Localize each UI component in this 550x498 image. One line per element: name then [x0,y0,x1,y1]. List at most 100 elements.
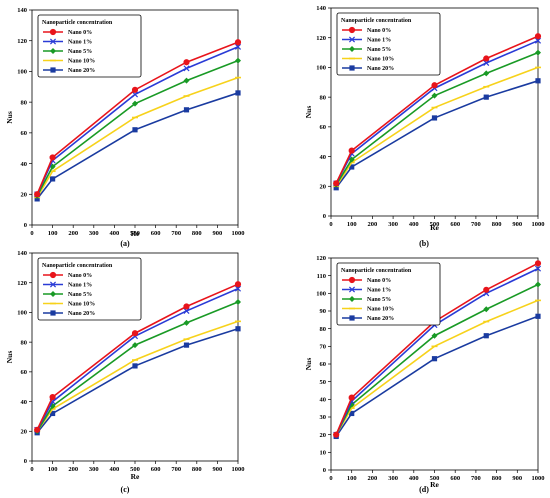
series-nano0 [34,39,242,198]
data-point [348,394,355,401]
y-axis-label: Nus [304,106,313,119]
x-tick-label: 900 [213,466,223,473]
legend-entry: Nano 0% [68,273,92,279]
series-nano20 [34,326,241,436]
legend-marker [349,296,355,302]
legend: Nanoparticle concentration Nano 0% Nano 1%… [37,257,142,321]
data-point [431,356,438,362]
data-point [349,164,355,170]
data-point [49,154,56,161]
data-point [235,299,241,306]
x-tick-label: 0 [329,221,332,228]
x-tick-label: 200 [368,221,378,228]
legend-entry: Nano 10% [68,302,95,308]
x-tick-label: 400 [409,475,419,482]
legend-marker [49,38,57,45]
data-point [131,330,139,337]
data-point [183,59,190,66]
x-tick-label: 200 [368,475,378,482]
legend-marker [349,65,355,71]
y-tick-label: 120 [316,35,326,42]
data-point [50,410,56,417]
legend-entry: Nano 5% [68,49,92,55]
legend-marker [50,291,56,297]
x-tick-label: 100 [48,230,58,237]
x-tick-label: 300 [89,230,99,237]
data-point [34,426,41,433]
data-point [483,286,490,293]
chart-panel-3: 0 100 200 300 400 500 600 700 800 900 1000 0 20 40 60 8… [5,250,245,494]
x-tick-label: 800 [192,466,202,473]
legend-entry: Nano 5% [367,47,391,53]
legend-entry: Nano 10% [68,59,95,65]
x-tick-label: 500 [130,230,140,237]
series-line [36,76,239,198]
data-point [333,180,340,187]
y-tick-label: 70 [320,344,327,351]
legend-entry: Nano 20% [367,316,394,322]
legend-title: Nanoparticle concentration [42,263,113,269]
legend-title: Nanoparticle concentration [341,268,412,274]
y-tick-label: 80 [320,326,327,333]
x-tick-label: 100 [48,466,58,473]
legend-entry: Nano 0% [367,28,391,34]
y-tick-label: 60 [21,369,28,376]
x-axis-label: Re [430,480,439,489]
data-point [183,303,190,310]
x-tick-label: 800 [492,475,502,482]
y-tick-label: 0 [323,213,326,220]
data-point [483,94,489,100]
data-point [183,307,190,314]
data-point [483,55,490,62]
legend-entry: Nano 0% [367,278,391,284]
y-tick-label: 10 [320,450,327,457]
x-tick-label: 400 [409,221,419,228]
legend-entry: Nano 5% [367,297,391,303]
y-tick-label: 120 [17,38,27,45]
legend-entry: Nano 1% [367,288,391,294]
x-axis-label: Re [131,229,140,238]
y-tick-label: 0 [24,458,27,465]
data-point [333,431,340,438]
legend-marker [50,48,56,54]
x-tick-label: 800 [192,230,202,237]
legend-marker [349,315,355,321]
legend-entry: Nano 1% [68,40,92,46]
data-point [431,92,438,99]
x-tick-label: 600 [151,230,161,237]
x-tick-label: 500 [430,475,440,482]
y-tick-label: 140 [17,250,27,257]
y-axis-label: Nus [304,358,313,371]
legend-entry: Nano 5% [68,292,92,298]
legend-title: Nanoparticle concentration [42,20,113,26]
y-axis-label: Nus [5,351,14,364]
y-tick-label: 20 [320,183,327,190]
series-nano0 [333,33,542,187]
legend-box [37,257,142,321]
data-point [535,78,541,84]
x-tick-label: 800 [492,221,502,228]
legend-entry: Nano 20% [367,66,394,72]
data-point [235,90,241,96]
data-point [234,43,242,50]
x-tick-label: 0 [30,230,33,237]
series-nano20 [333,313,541,440]
x-tick-label: 400 [110,466,120,473]
x-tick-label: 400 [110,230,120,237]
data-point [49,394,56,401]
legend-box [336,262,441,326]
x-tick-label: 500 [130,466,140,473]
y-tick-label: 80 [21,99,28,106]
data-point [431,332,438,339]
y-tick-label: 40 [21,161,28,168]
y-tick-label: 80 [320,94,327,101]
x-tick-label: 200 [68,466,78,473]
data-point [132,127,138,133]
x-tick-label: 900 [512,221,522,228]
legend: Nanoparticle concentration Nano 0% Nano 1%… [336,262,441,326]
panel-label: (b) [419,239,429,248]
y-tick-label: 40 [320,154,327,161]
data-point [431,115,438,121]
legend-marker [50,67,56,73]
